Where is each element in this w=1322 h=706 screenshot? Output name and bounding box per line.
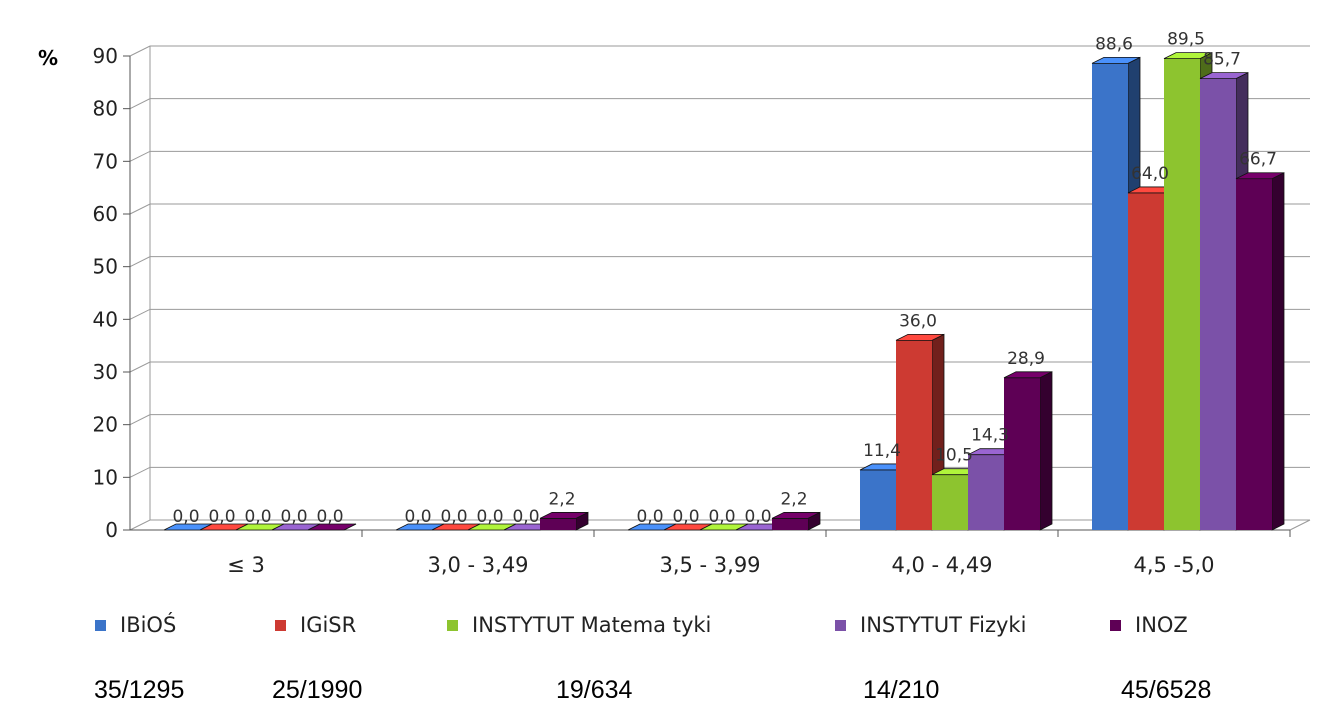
count-label: 25/1990 [272, 676, 363, 704]
data-label: 28,9 [1007, 349, 1045, 369]
bar-top [895, 333, 945, 341]
legend: IBiOŚ IGiSR INSTYTUT Matema tyki INSTYTUT F… [0, 613, 1322, 643]
bar-top [1235, 172, 1285, 180]
bar-front [1236, 178, 1272, 531]
y-tick-label: 30 [93, 360, 118, 384]
data-label: 0,0 [708, 507, 735, 527]
legend-item: INSTYTUT Fizyki [835, 613, 1026, 637]
data-label: 66,7 [1239, 150, 1277, 170]
x-tick-label: 3,0 - 3,49 [427, 553, 528, 577]
x-axis: ≤ 3 3,0 - 3,49 3,5 - 3,99 4,0 - 4,49 4,5 -5,… [130, 529, 1291, 577]
data-label: 11,4 [863, 441, 901, 461]
data-label: 0,0 [404, 507, 431, 527]
count-label: 19/634 [556, 676, 633, 704]
x-tick-label: 4,0 - 4,49 [891, 553, 992, 577]
data-label: 0,0 [208, 507, 235, 527]
bar-front [540, 518, 576, 530]
legend-label: INSTYTUT Matema tyki [472, 613, 712, 637]
y-tick-label: 90 [93, 44, 118, 68]
bar [307, 523, 357, 531]
data-label: 0,0 [636, 507, 663, 527]
data-label: 0,0 [744, 507, 771, 527]
bar-top [1003, 371, 1053, 379]
data-label: 10,5 [935, 446, 973, 466]
bar-top [1199, 72, 1249, 80]
bar-side [1271, 172, 1285, 531]
bar-top [539, 512, 589, 519]
count-label: 14/210 [863, 676, 940, 704]
data-label: 0,0 [512, 507, 539, 527]
bar [771, 511, 821, 531]
bar-front [1004, 377, 1040, 530]
bar-top [771, 512, 821, 519]
bar-chart: 0 10 20 30 40 50 60 70 80 90 ≤ 3 3,0 - 3,49 3,5 - 3… [38, 30, 1311, 577]
bar-front [932, 474, 968, 530]
bar-top [1163, 52, 1213, 60]
legend-swatch [447, 619, 458, 631]
data-label: 64,0 [1131, 164, 1169, 184]
y-tick-label: 80 [93, 97, 118, 121]
bar-front [896, 340, 932, 530]
data-label: 2,2 [780, 489, 807, 509]
bar-front [1164, 58, 1200, 531]
legend-label: INSTYTUT Fizyki [860, 613, 1027, 637]
data-label: 89,5 [1167, 30, 1205, 50]
count-label: 35/1295 [94, 676, 185, 704]
bar-front [1128, 192, 1164, 530]
y-axis: 0 10 20 30 40 50 60 70 80 90 [93, 44, 131, 542]
gridline [129, 45, 1310, 57]
y-tick-label: 20 [93, 413, 118, 437]
legend-label: IGiSR [300, 613, 357, 637]
bar-top [1091, 56, 1141, 64]
data-label: 0,0 [280, 507, 307, 527]
legend-swatch [835, 619, 846, 631]
bar-front [772, 518, 808, 530]
data-label: 88,6 [1095, 34, 1133, 54]
bar-side [1039, 371, 1053, 531]
bar [539, 511, 589, 531]
y-tick-label: 10 [93, 465, 118, 489]
data-label: 0,0 [476, 507, 503, 527]
bar-front [860, 469, 896, 530]
legend-item: IGiSR [275, 613, 356, 637]
legend-swatch [1110, 619, 1121, 631]
y-tick-label: 50 [93, 255, 118, 279]
count-label: 45/6528 [1121, 676, 1212, 704]
legend-item: INOZ [1110, 613, 1188, 637]
x-tick-label: 4,5 -5,0 [1133, 553, 1214, 577]
data-label: 14,3 [971, 426, 1009, 446]
bar [1235, 172, 1285, 531]
y-tick-label: 60 [93, 202, 118, 226]
bar [1003, 371, 1053, 531]
data-label: 85,7 [1203, 50, 1241, 70]
y-tick-label: 40 [93, 307, 118, 331]
data-label: 0,0 [244, 507, 271, 527]
data-labels: 0,0 0,0 0,0 0,0 0,0 0,0 0,0 0,0 0,0 2,2 0,0 0,0 0,0 0… [172, 30, 1276, 527]
data-label: 0,0 [172, 507, 199, 527]
data-label: 0,0 [440, 507, 467, 527]
legend-item: IBiOŚ [95, 613, 176, 637]
data-label: 0,0 [672, 507, 699, 527]
bar-front [1092, 63, 1128, 531]
grid-lines [129, 45, 1311, 531]
legend-label: INOZ [1135, 613, 1188, 637]
bar-top [307, 523, 357, 531]
legend-item: INSTYTUT Matema tyki [447, 613, 711, 637]
x-tick-label: 3,5 - 3,99 [659, 553, 760, 577]
legend-swatch [275, 619, 286, 631]
floor-edge [1289, 519, 1311, 531]
y-tick-label: 70 [93, 149, 118, 173]
data-label: 36,0 [899, 311, 937, 331]
legend-label: IBiOŚ [120, 613, 177, 637]
counts-row: 35/1295 25/1990 19/634 14/210 45/6528 [0, 676, 1322, 706]
legend-swatch [95, 619, 106, 631]
y-tick-label: 0 [105, 518, 118, 542]
y-axis-unit: % [38, 46, 58, 70]
data-label: 0,0 [316, 507, 343, 527]
bars [163, 51, 1285, 531]
x-tick-label: ≤ 3 [227, 553, 265, 577]
bar-front [1200, 78, 1236, 530]
data-label: 2,2 [548, 489, 575, 509]
bar-front [968, 454, 1004, 530]
